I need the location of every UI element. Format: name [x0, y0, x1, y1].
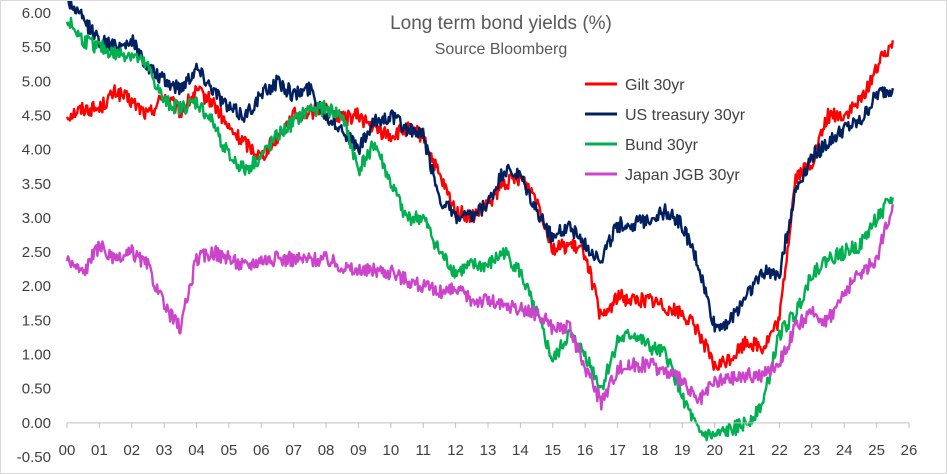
x-tick-label: 04	[188, 442, 205, 459]
x-tick-label: 03	[156, 442, 173, 459]
x-tick-label: 09	[350, 442, 367, 459]
y-tick-label: 5.00	[22, 73, 51, 90]
y-tick-label: 5.50	[22, 39, 51, 56]
y-tick-label: -0.50	[17, 449, 51, 466]
x-tick-label: 21	[739, 442, 756, 459]
y-tick-label: 3.50	[22, 176, 51, 193]
x-tick-label: 08	[318, 442, 335, 459]
y-tick-label: 1.00	[22, 347, 51, 364]
x-tick-label: 06	[253, 442, 270, 459]
chart-subtitle: Source Bloomberg	[435, 41, 568, 58]
x-tick-label: 14	[512, 442, 529, 459]
legend-label: Bund 30yr	[625, 137, 699, 154]
series-line-bund-30yr	[65, 16, 894, 442]
y-tick-label: 2.00	[22, 278, 51, 295]
x-tick-label: 26	[901, 442, 918, 459]
x-tick-label: 20	[706, 442, 723, 459]
y-tick-label: 6.00	[22, 5, 51, 22]
series-line-us-treasury-30yr	[67, 1, 894, 333]
y-tick-label: 0.50	[22, 381, 51, 398]
legend-label: Gilt 30yr	[625, 77, 685, 94]
y-tick-label: 1.50	[22, 312, 51, 329]
chart-title: Long term bond yields (%)	[390, 13, 612, 34]
x-tick-label: 25	[868, 442, 885, 459]
x-tick-label: 10	[383, 442, 400, 459]
x-tick-label: 13	[480, 442, 497, 459]
series-line-gilt-30yr	[65, 40, 894, 371]
y-tick-label: 4.50	[22, 107, 51, 124]
legend: Gilt 30yr US treasury 30yr Bund 30yr Japan …	[585, 77, 746, 184]
x-tick-label: 18	[642, 442, 659, 459]
x-tick-label: 00	[59, 442, 76, 459]
series-lines	[65, 1, 894, 442]
x-tick-label: 02	[123, 442, 140, 459]
x-tick-label: 16	[577, 442, 594, 459]
x-tick-label: 11	[415, 442, 431, 459]
x-tick-label: 22	[771, 442, 788, 459]
x-tick-label: 05	[221, 442, 238, 459]
x-tick-label: 01	[91, 442, 108, 459]
x-tick-label: 23	[804, 442, 821, 459]
y-tick-label: 0.00	[22, 415, 51, 432]
y-tick-label: 2.50	[22, 244, 51, 261]
legend-label: Japan JGB 30yr	[625, 167, 740, 184]
legend-label: US treasury 30yr	[625, 107, 746, 124]
x-tick-label: 17	[609, 442, 626, 459]
x-tick-label: 24	[836, 442, 853, 459]
y-tick-label: 4.00	[22, 142, 51, 159]
x-tick-label: 07	[285, 442, 302, 459]
x-tick-label: 19	[674, 442, 691, 459]
y-tick-label: 3.00	[22, 210, 51, 227]
x-tick-label: 15	[544, 442, 561, 459]
series-line-japan-jgb-30yr	[65, 204, 894, 411]
axes: 00 01 02 03 04 05 06 07 08 09 10 11 12 13 14 15 16 17 18 19…	[17, 5, 918, 466]
x-tick-label: 12	[447, 442, 464, 459]
